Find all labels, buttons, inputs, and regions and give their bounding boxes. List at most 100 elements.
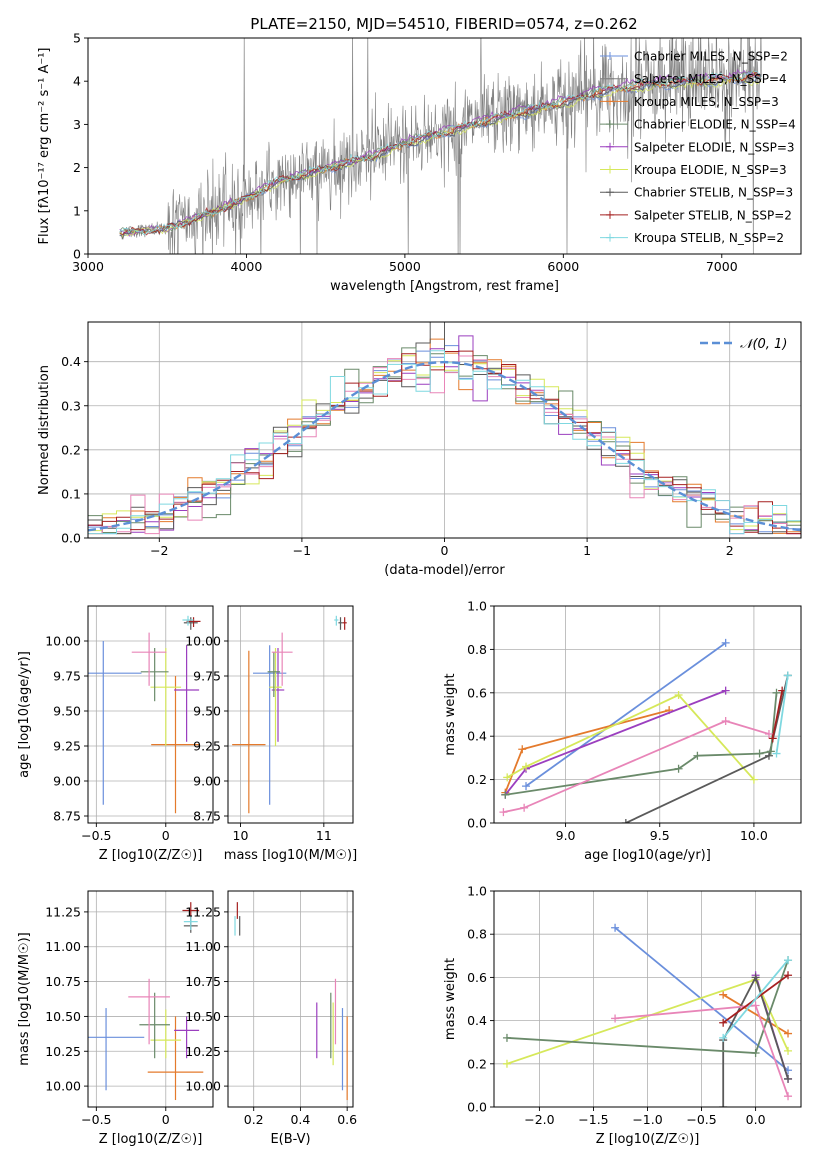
panel-weight_vs_age: 9.0 9.5 10.0 0.0 0.2 0.4 0.6 0.8 1.0 age [log10(a… bbox=[443, 599, 802, 863]
weight-series bbox=[611, 1001, 793, 1101]
errorbar-point bbox=[232, 650, 266, 814]
legend-entry: Chabrier ELODIE, N_SSP=4 bbox=[634, 118, 796, 132]
x-tick-label: −1.0 bbox=[632, 1112, 662, 1127]
x-tick-label: −0.5 bbox=[81, 1112, 111, 1127]
x-axis-label: age [log10(age/yr)] bbox=[584, 848, 711, 863]
plot-area-residuals bbox=[88, 322, 801, 535]
x-tick-label: 0.4 bbox=[290, 1112, 310, 1127]
weight-marker bbox=[674, 690, 683, 699]
y-tick-label: 9.00 bbox=[193, 774, 221, 789]
panel-mass_vs_EBV: 0.2 0.4 0.6 10.00 10.25 10.50 10.75 11.00 11.25 E… bbox=[185, 890, 357, 1147]
weight-marker bbox=[755, 749, 764, 758]
legend-entry: Salpeter MILES, N_SSP=4 bbox=[634, 72, 787, 86]
y-tick-label: 11.00 bbox=[45, 939, 81, 954]
weight-marker bbox=[520, 803, 529, 812]
y-tick-label: 10.00 bbox=[45, 1079, 81, 1094]
x-tick-label: 7000 bbox=[706, 259, 738, 274]
x-tick-label: 0.2 bbox=[244, 1112, 264, 1127]
y-tick-label: 0.2 bbox=[61, 442, 81, 457]
weight-marker bbox=[751, 1049, 760, 1057]
weight-marker bbox=[611, 1014, 620, 1023]
weight-marker bbox=[764, 751, 773, 760]
legend-marker bbox=[606, 97, 614, 106]
weight-line bbox=[722, 959, 789, 1039]
errorbar-point bbox=[131, 632, 167, 686]
y-tick-label: 10.75 bbox=[185, 974, 221, 989]
weight-marker bbox=[764, 730, 773, 739]
weight-marker bbox=[518, 745, 527, 754]
x-tick-label: 4000 bbox=[231, 259, 263, 274]
x-tick-label: 0 bbox=[162, 828, 170, 843]
x-tick-label: 0 bbox=[441, 543, 449, 558]
weight-line bbox=[503, 720, 770, 813]
residual-histogram bbox=[88, 322, 801, 535]
y-tick-label: 0.0 bbox=[467, 816, 487, 831]
errorbar-point bbox=[342, 617, 347, 630]
weight-series bbox=[503, 690, 758, 784]
weight-marker bbox=[719, 990, 728, 999]
panel-spectrum: Chabrier MILES, N_SSP=2 Salpeter MILES, N… bbox=[37, 31, 802, 294]
weight-marker bbox=[719, 1033, 728, 1042]
y-tick-label: 10.50 bbox=[185, 1009, 221, 1024]
x-tick-label: 11 bbox=[316, 828, 332, 843]
y-tick-label: 9.75 bbox=[53, 669, 81, 684]
observed-spectrum-line bbox=[119, 38, 762, 254]
x-tick-label: 9.5 bbox=[650, 828, 670, 843]
y-tick-label: 11.25 bbox=[45, 904, 81, 919]
errorbar-point bbox=[334, 615, 339, 626]
y-tick-label: 10.25 bbox=[185, 1044, 221, 1059]
y-axis-label: mass weight bbox=[443, 958, 458, 1040]
y-axis-label: Flux [fλ10⁻¹⁷ erg cm⁻² s⁻¹ A⁻¹] bbox=[37, 48, 52, 245]
weight-marker bbox=[502, 1033, 511, 1042]
weight-marker bbox=[772, 688, 781, 697]
axes-frame bbox=[87, 605, 214, 824]
errorbar-point bbox=[88, 1008, 145, 1091]
plot-area-weight_vs_Z bbox=[502, 923, 793, 1107]
plot-area-spectrum bbox=[119, 38, 762, 254]
y-tick-label: 10.50 bbox=[45, 1009, 81, 1024]
y-axis-label: age [log10(age/yr)] bbox=[17, 651, 32, 778]
errorbar-point bbox=[182, 615, 194, 626]
errorbar-point bbox=[150, 1009, 182, 1059]
x-axis-label: wavelength [Angstrom, rest frame] bbox=[330, 279, 559, 294]
weight-marker bbox=[501, 790, 510, 799]
x-tick-label: 5000 bbox=[389, 259, 421, 274]
errorbar-point bbox=[183, 617, 198, 630]
y-axis-label: mass [log10(M/M☉)] bbox=[17, 932, 32, 1065]
errorbar-point bbox=[271, 632, 293, 686]
y-tick-label: 9.25 bbox=[53, 739, 81, 754]
y-tick-label: 5 bbox=[73, 31, 81, 46]
y-tick-label: 1.0 bbox=[467, 599, 487, 614]
weight-line bbox=[525, 642, 727, 787]
weight-series bbox=[772, 671, 792, 758]
errorbar-point bbox=[139, 992, 170, 1059]
weight-line bbox=[614, 927, 789, 1071]
legend-marker bbox=[606, 120, 614, 129]
panel-weight_vs_Z: −2.0 −1.5 −1.0 −0.5 0.0 0.0 0.2 0.4 0.6 0.8 1.0 Z [… bbox=[443, 884, 802, 1147]
x-axis-label: Z [log10(Z/Z☉)] bbox=[99, 1132, 203, 1147]
model-spectrum-line bbox=[119, 71, 762, 236]
y-tick-label: 1 bbox=[73, 203, 81, 218]
weight-marker bbox=[611, 923, 620, 932]
weight-line bbox=[505, 692, 778, 796]
errorbar-point bbox=[140, 648, 169, 702]
weight-marker bbox=[719, 1103, 728, 1107]
y-tick-label: 10.00 bbox=[185, 634, 221, 649]
axes-frame bbox=[87, 890, 214, 1108]
x-tick-label: 0 bbox=[162, 1112, 170, 1127]
weight-series bbox=[499, 717, 773, 817]
y-tick-label: 9.50 bbox=[193, 704, 221, 719]
x-tick-label: 1 bbox=[583, 543, 591, 558]
weight-series bbox=[522, 638, 730, 791]
x-axis-label: E(B-V) bbox=[270, 1132, 310, 1147]
errorbar-point bbox=[338, 617, 343, 630]
weight-line bbox=[771, 690, 784, 739]
legend-entry: Salpeter ELODIE, N_SSP=3 bbox=[634, 140, 795, 154]
weight-marker bbox=[784, 1074, 793, 1083]
y-tick-label: 0.0 bbox=[467, 1100, 487, 1115]
axes-frame bbox=[227, 890, 354, 1108]
legend-entry: 𝒩(0, 1) bbox=[740, 337, 787, 352]
legend-marker bbox=[606, 165, 614, 174]
weight-marker bbox=[522, 762, 531, 771]
model-spectrum-line bbox=[119, 68, 762, 237]
